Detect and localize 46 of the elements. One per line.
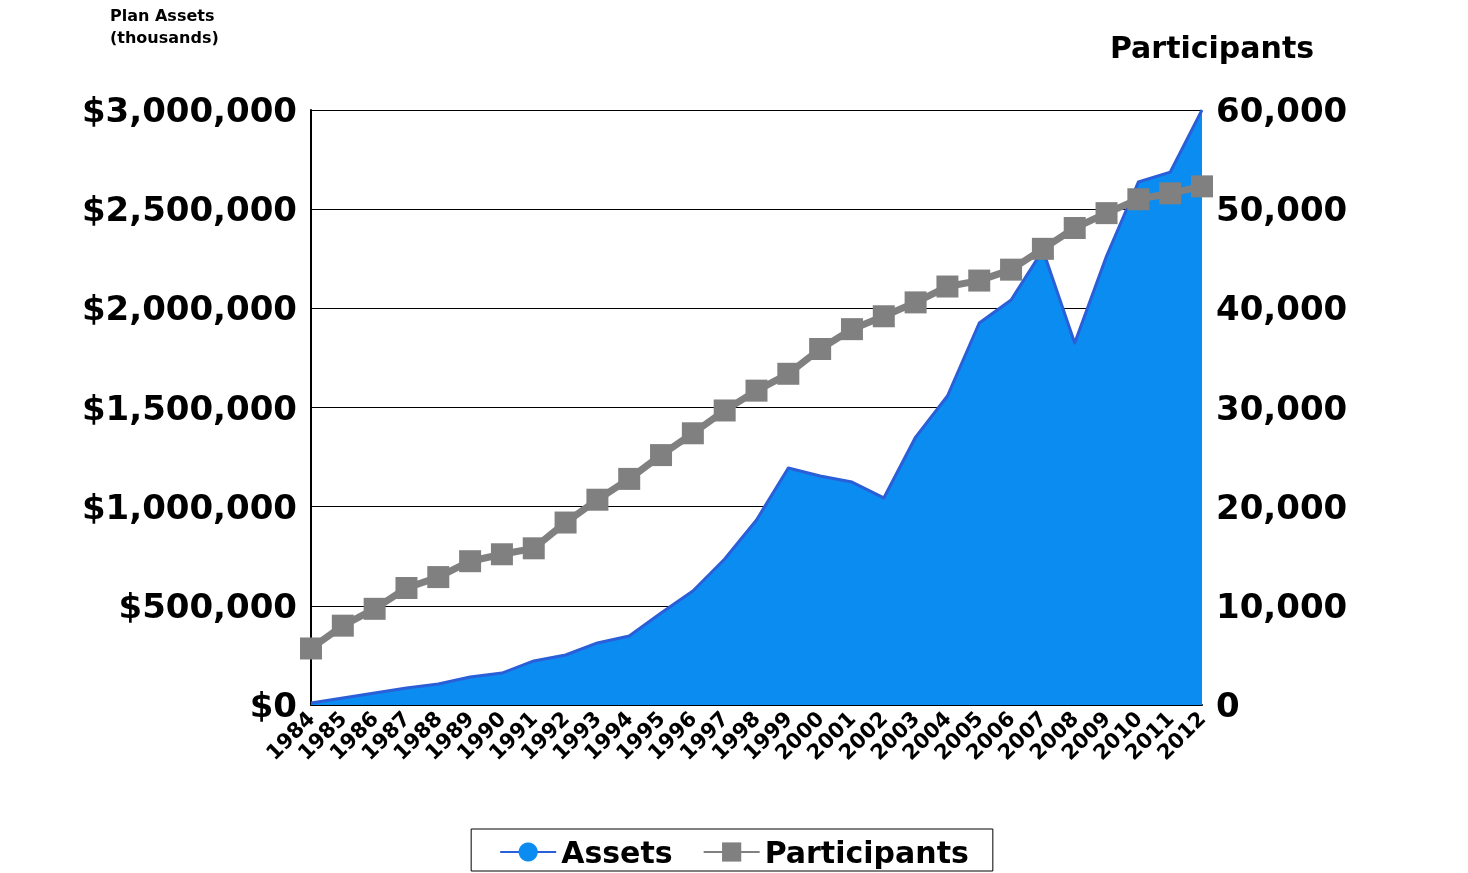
y-tick-label: $1,000,000 [81,486,297,527]
y-tick-label: $500,000 [118,585,297,626]
y-axis-title: Plan Assets (thousands) [110,5,220,47]
y-tick-label: $2,000,000 [81,288,297,329]
point [745,379,768,402]
point [681,422,704,445]
y2-axis-title: Participants [1109,29,1315,65]
point [1063,217,1086,240]
point [586,488,609,511]
y-tick-label: $1,500,000 [81,387,297,428]
point [1127,188,1150,211]
point [777,362,800,385]
y-tick-label: $2,500,000 [81,189,297,230]
point [331,614,354,637]
y2-tick-label: 30,000 [1216,387,1348,428]
legend-label: Assets [561,834,673,870]
point [1191,175,1213,198]
point [650,444,673,467]
point [1031,237,1054,260]
y2-tick-label: 20,000 [1216,486,1348,527]
point [427,566,450,589]
y-tick-label: $3,000,000 [81,90,297,130]
point [1095,202,1118,225]
point [490,543,513,566]
legend-label: Participants [764,834,969,870]
point [1000,258,1023,281]
point [554,511,577,534]
y2-tick-label: 60,000 [1216,90,1348,130]
y2-tick-label: 40,000 [1216,288,1348,329]
point [936,275,959,298]
point [300,637,322,660]
point [1159,182,1182,205]
point [713,399,736,422]
point [840,318,863,341]
point [459,550,482,573]
y2-tick-label: 10,000 [1216,585,1348,626]
y2-tick-label: 0 [1216,685,1240,725]
point [395,576,418,599]
point [522,537,545,560]
y2-tick-label: 50,000 [1216,189,1348,230]
point [809,337,832,360]
point [872,305,895,328]
point [904,291,927,314]
point [363,597,386,620]
point [968,269,991,292]
point [618,467,641,490]
